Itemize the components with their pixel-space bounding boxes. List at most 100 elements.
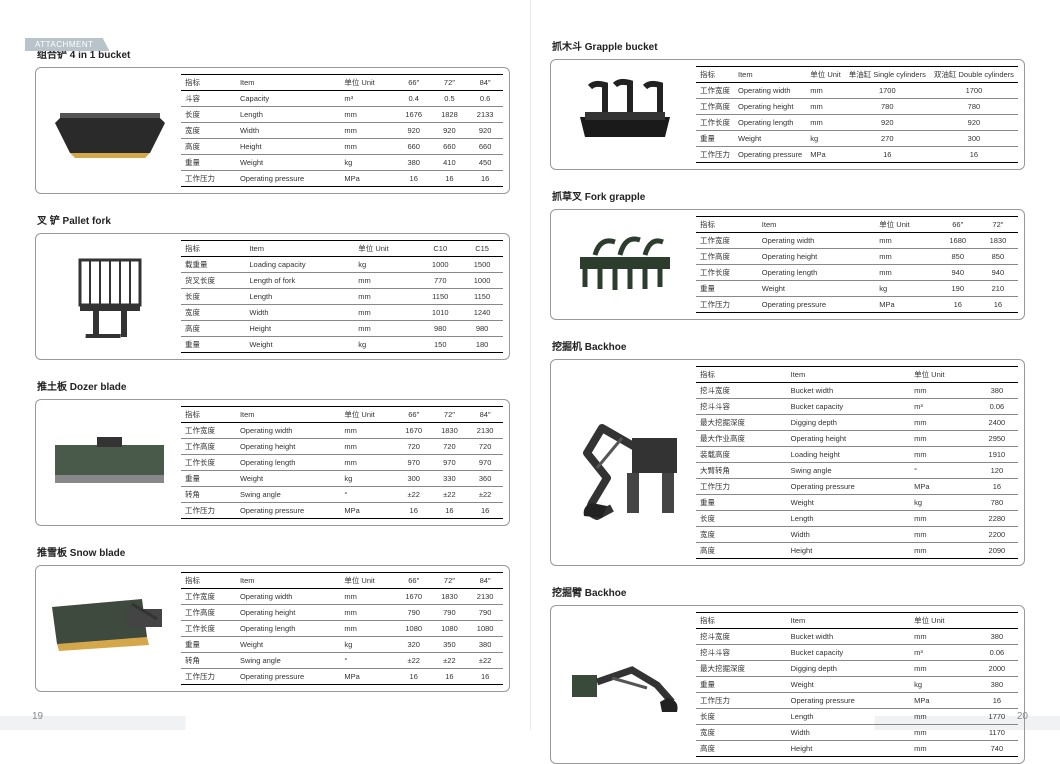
col-header: 单位 Unit — [340, 75, 396, 91]
table-row: 工作长度Operating lengthmm940940 — [696, 265, 1018, 281]
attachment-tab: ATTACHMENT — [25, 38, 109, 51]
cell: 最大挖掘深度 — [696, 661, 787, 677]
cell: 宽度 — [181, 305, 245, 321]
cell: mm — [354, 289, 419, 305]
cell: 0.6 — [467, 91, 503, 107]
cell: 1770 — [976, 709, 1018, 725]
col-header: C15 — [461, 241, 503, 257]
table-dozer-blade: 指标Item单位 Unit66″72″84″工作宽度Operating widt… — [181, 406, 503, 519]
cell: 长度 — [181, 289, 245, 305]
product-grapple-bucket: 指标Item单位 Unit单油缸 Single cylinders双油缸 Dou… — [550, 59, 1025, 170]
cell: Width — [236, 123, 340, 139]
cell: 斗容 — [181, 91, 236, 107]
table-row: 载重量Loading capacitykg10001500 — [181, 257, 503, 273]
col-header: 66″ — [396, 75, 432, 91]
cell: 重量 — [181, 155, 236, 171]
table-row: 挖斗斗容Bucket capacitym³0.06 — [696, 645, 1018, 661]
cell: 380 — [976, 677, 1018, 693]
col-header: 单位 Unit — [354, 241, 419, 257]
cell: 790 — [432, 605, 468, 621]
cell: 970 — [396, 455, 432, 471]
cell: 长度 — [696, 709, 787, 725]
col-header: 单油缸 Single cylinders — [845, 67, 930, 83]
cell: 1080 — [396, 621, 432, 637]
cell: Bucket capacity — [787, 399, 910, 415]
cell: 长度 — [696, 511, 787, 527]
cell: 1828 — [432, 107, 468, 123]
cell: mm — [910, 415, 976, 431]
cell: 工作压力 — [696, 479, 787, 495]
cell: 660 — [432, 139, 468, 155]
col-header: 72″ — [978, 217, 1018, 233]
cell: 1150 — [461, 289, 503, 305]
col-header: Item — [236, 75, 340, 91]
table-row: 工作高度Operating heightmm780780 — [696, 99, 1018, 115]
cell: 2130 — [467, 423, 503, 439]
cell: mm — [354, 305, 419, 321]
cell: ° — [910, 463, 976, 479]
cell: mm — [910, 629, 976, 645]
cell: Operating height — [758, 249, 875, 265]
col-header: 双油缸 Double cylinders — [930, 67, 1018, 83]
cell: 高度 — [696, 543, 787, 559]
col-header: 指标 — [181, 407, 236, 423]
cell: Operating width — [734, 83, 806, 99]
cell: 16 — [845, 147, 930, 163]
cell: 190 — [938, 281, 978, 297]
cell: ° — [340, 487, 396, 503]
cell: Bucket width — [787, 629, 910, 645]
col-header: 66″ — [938, 217, 978, 233]
col-header: 72″ — [432, 407, 468, 423]
table-row: 重量Weightkg380 — [696, 677, 1018, 693]
cell: 2400 — [976, 415, 1018, 431]
product-dozer-blade: 指标Item单位 Unit66″72″84″工作宽度Operating widt… — [35, 399, 510, 526]
table-row: 宽度Widthmm1170 — [696, 725, 1018, 741]
cell: Operating width — [236, 423, 340, 439]
cell: Height — [787, 543, 910, 559]
cell: mm — [354, 273, 419, 289]
cell: 重量 — [181, 337, 245, 353]
cell: 宽度 — [696, 725, 787, 741]
cell: 380 — [396, 155, 432, 171]
cell: 1150 — [419, 289, 461, 305]
cell: 宽度 — [696, 527, 787, 543]
cell: Operating pressure — [758, 297, 875, 313]
cell: 最大挖掘深度 — [696, 415, 787, 431]
cell: mm — [910, 527, 976, 543]
title-dozer-blade: 推土板 Dozer blade — [37, 378, 510, 393]
cell: 270 — [845, 131, 930, 147]
cell: ±22 — [467, 653, 503, 669]
table-row: 工作压力Operating pressureMPa1616 — [696, 297, 1018, 313]
cell: 320 — [396, 637, 432, 653]
cell: MPa — [806, 147, 844, 163]
cell: 1170 — [976, 725, 1018, 741]
cell: 2200 — [976, 527, 1018, 543]
cell: 工作压力 — [696, 693, 787, 709]
cell: Width — [787, 725, 910, 741]
title-snow-blade: 推雪板 Snow blade — [37, 544, 510, 559]
cell: ° — [340, 653, 396, 669]
cell: 350 — [432, 637, 468, 653]
cell: Height — [245, 321, 354, 337]
col-header: 72″ — [432, 75, 468, 91]
cell: 920 — [396, 123, 432, 139]
table-row: 工作宽度Operating widthmm167018302130 — [181, 589, 503, 605]
table-row: 重量Weightkg320350380 — [181, 637, 503, 653]
cell: MPa — [910, 693, 976, 709]
cell: 16 — [396, 171, 432, 187]
col-header: Item — [236, 407, 340, 423]
table-row: 工作压力Operating pressureMPa16 — [696, 693, 1018, 709]
cell: ±22 — [396, 487, 432, 503]
cell: 工作压力 — [181, 503, 236, 519]
cell: 16 — [432, 171, 468, 187]
catalog-spread: ATTACHMENT 组合铲 4 in 1 bucket 指标Item单位 Un… — [0, 0, 1060, 730]
cell: mm — [340, 589, 396, 605]
cell: 150 — [419, 337, 461, 353]
cell: 16 — [467, 503, 503, 519]
cell: 970 — [467, 455, 503, 471]
cell: Bucket width — [787, 383, 910, 399]
title-backhoe-1: 挖掘机 Backhoe — [552, 338, 1025, 353]
cell: 高度 — [181, 321, 245, 337]
cell: 高度 — [181, 139, 236, 155]
cell: Operating width — [236, 589, 340, 605]
